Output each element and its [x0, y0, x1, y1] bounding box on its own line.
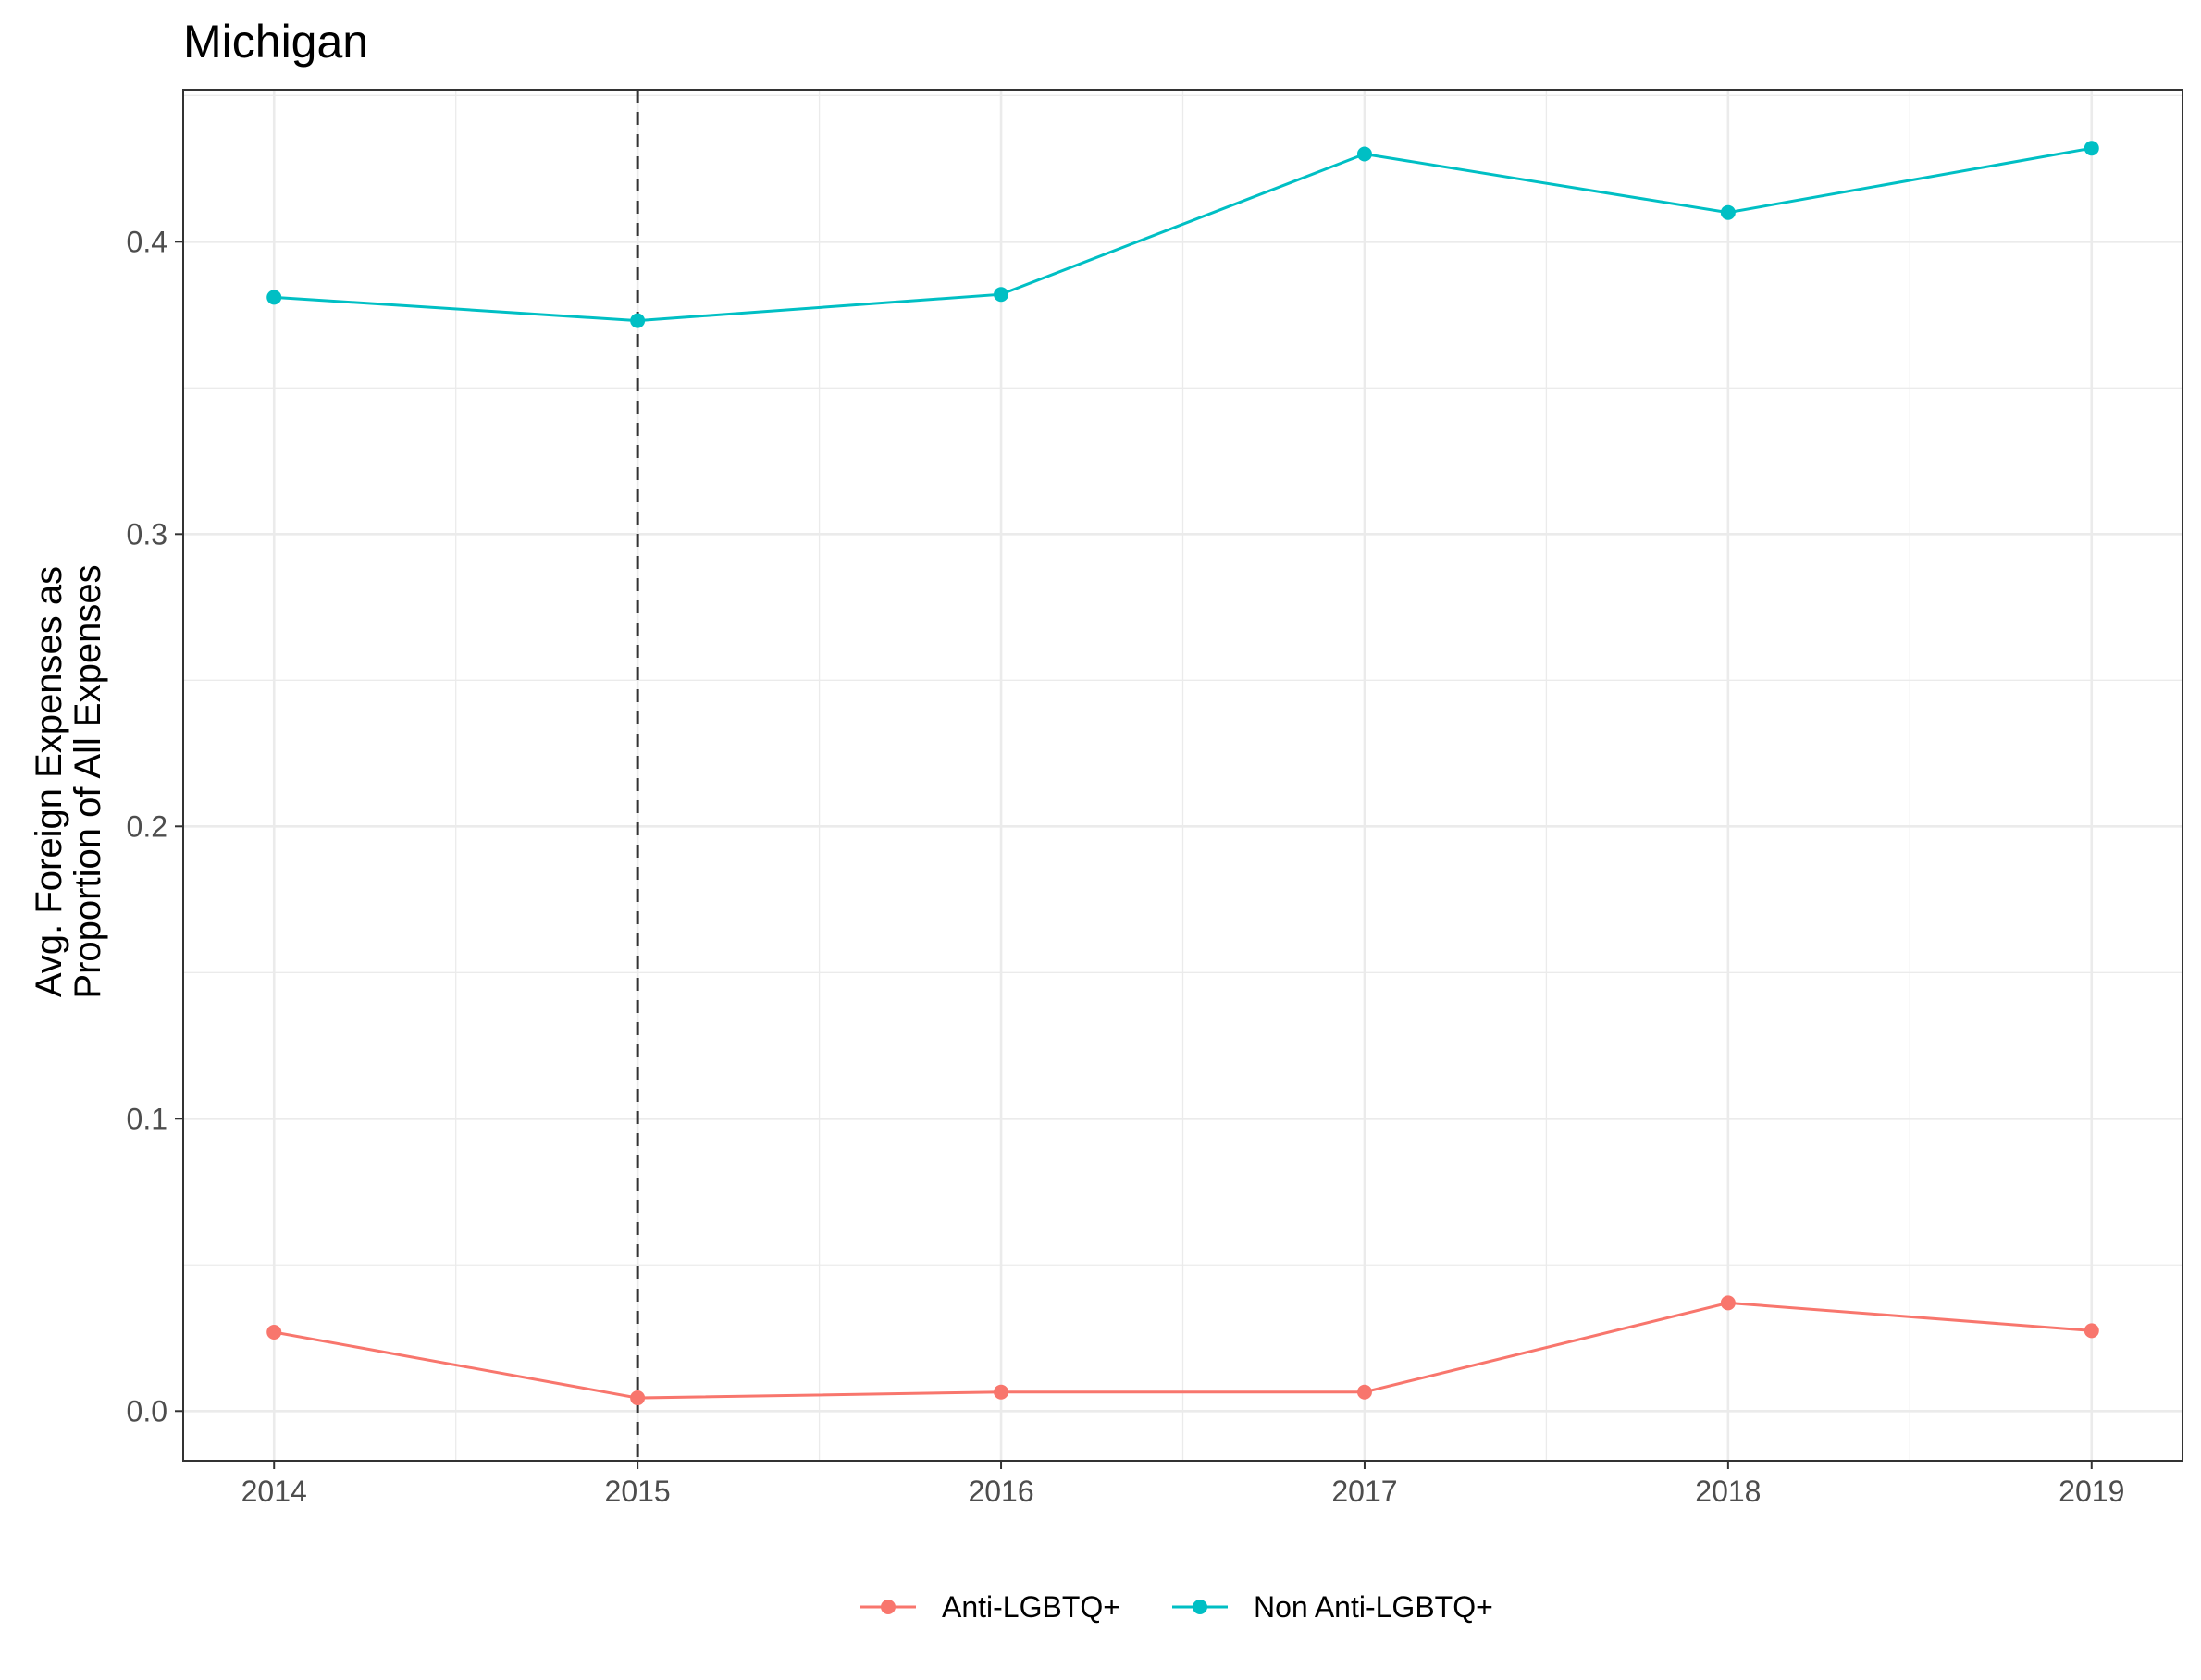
data-point [266, 290, 282, 305]
series-1 [266, 1295, 2099, 1406]
y-tick-label: 0.2 [127, 809, 167, 843]
x-tick-label: 2017 [1331, 1475, 1397, 1508]
data-point [1720, 204, 1736, 220]
x-tick-label: 2014 [241, 1475, 307, 1508]
legend-key-point [1193, 1600, 1207, 1614]
x-tick-label: 2018 [1695, 1475, 1761, 1508]
data-point [994, 287, 1009, 303]
legend-item-1: Anti-LGBTQ+ [860, 1590, 1120, 1624]
x-axis: 2014 2015 2016 2017 2018 2019 [241, 1461, 2124, 1508]
x-tick-label: 2019 [2059, 1475, 2124, 1508]
grid [183, 90, 2182, 1461]
y-tick-label: 0.4 [127, 225, 167, 258]
legend-label: Anti-LGBTQ+ [942, 1590, 1120, 1624]
series-line [273, 1301, 2092, 1400]
y-tick-label: 0.0 [127, 1394, 167, 1427]
legend-label: Non Anti-LGBTQ+ [1254, 1590, 1493, 1624]
plot-border [182, 89, 2183, 1462]
data-point [2084, 1323, 2099, 1339]
data-point [266, 1324, 282, 1340]
data-point [1356, 1384, 1372, 1400]
y-axis-label-line-1: Avg. Foreign Expenses as [29, 566, 69, 997]
y-tick-label: 0.3 [127, 517, 167, 550]
data-point [630, 313, 646, 328]
legend-item-2: Non Anti-LGBTQ+ [1172, 1590, 1493, 1624]
y-axis-label-line-2: Proportion of All Expenses [68, 564, 108, 998]
x-tick-label: 2016 [968, 1475, 1033, 1508]
y-tick-label: 0.1 [127, 1102, 167, 1135]
legend-key-point [881, 1600, 896, 1614]
data-point [1720, 1295, 1736, 1311]
data-point [630, 1390, 646, 1406]
x-tick-label: 2015 [605, 1475, 671, 1508]
data-point [2084, 141, 2099, 156]
series-group [266, 141, 2099, 1406]
chart-title: Michigan [183, 16, 368, 68]
series-line [274, 146, 2093, 323]
y-axis: 0.0 0.1 0.2 0.3 0.4 [127, 225, 183, 1427]
series-2 [266, 141, 2099, 328]
y-axis-label: Avg. Foreign Expenses as Proportion of A… [29, 564, 108, 998]
data-point [994, 1384, 1009, 1400]
data-point [1356, 146, 1372, 162]
legend: Anti-LGBTQ+ Non Anti-LGBTQ+ [860, 1590, 1493, 1624]
